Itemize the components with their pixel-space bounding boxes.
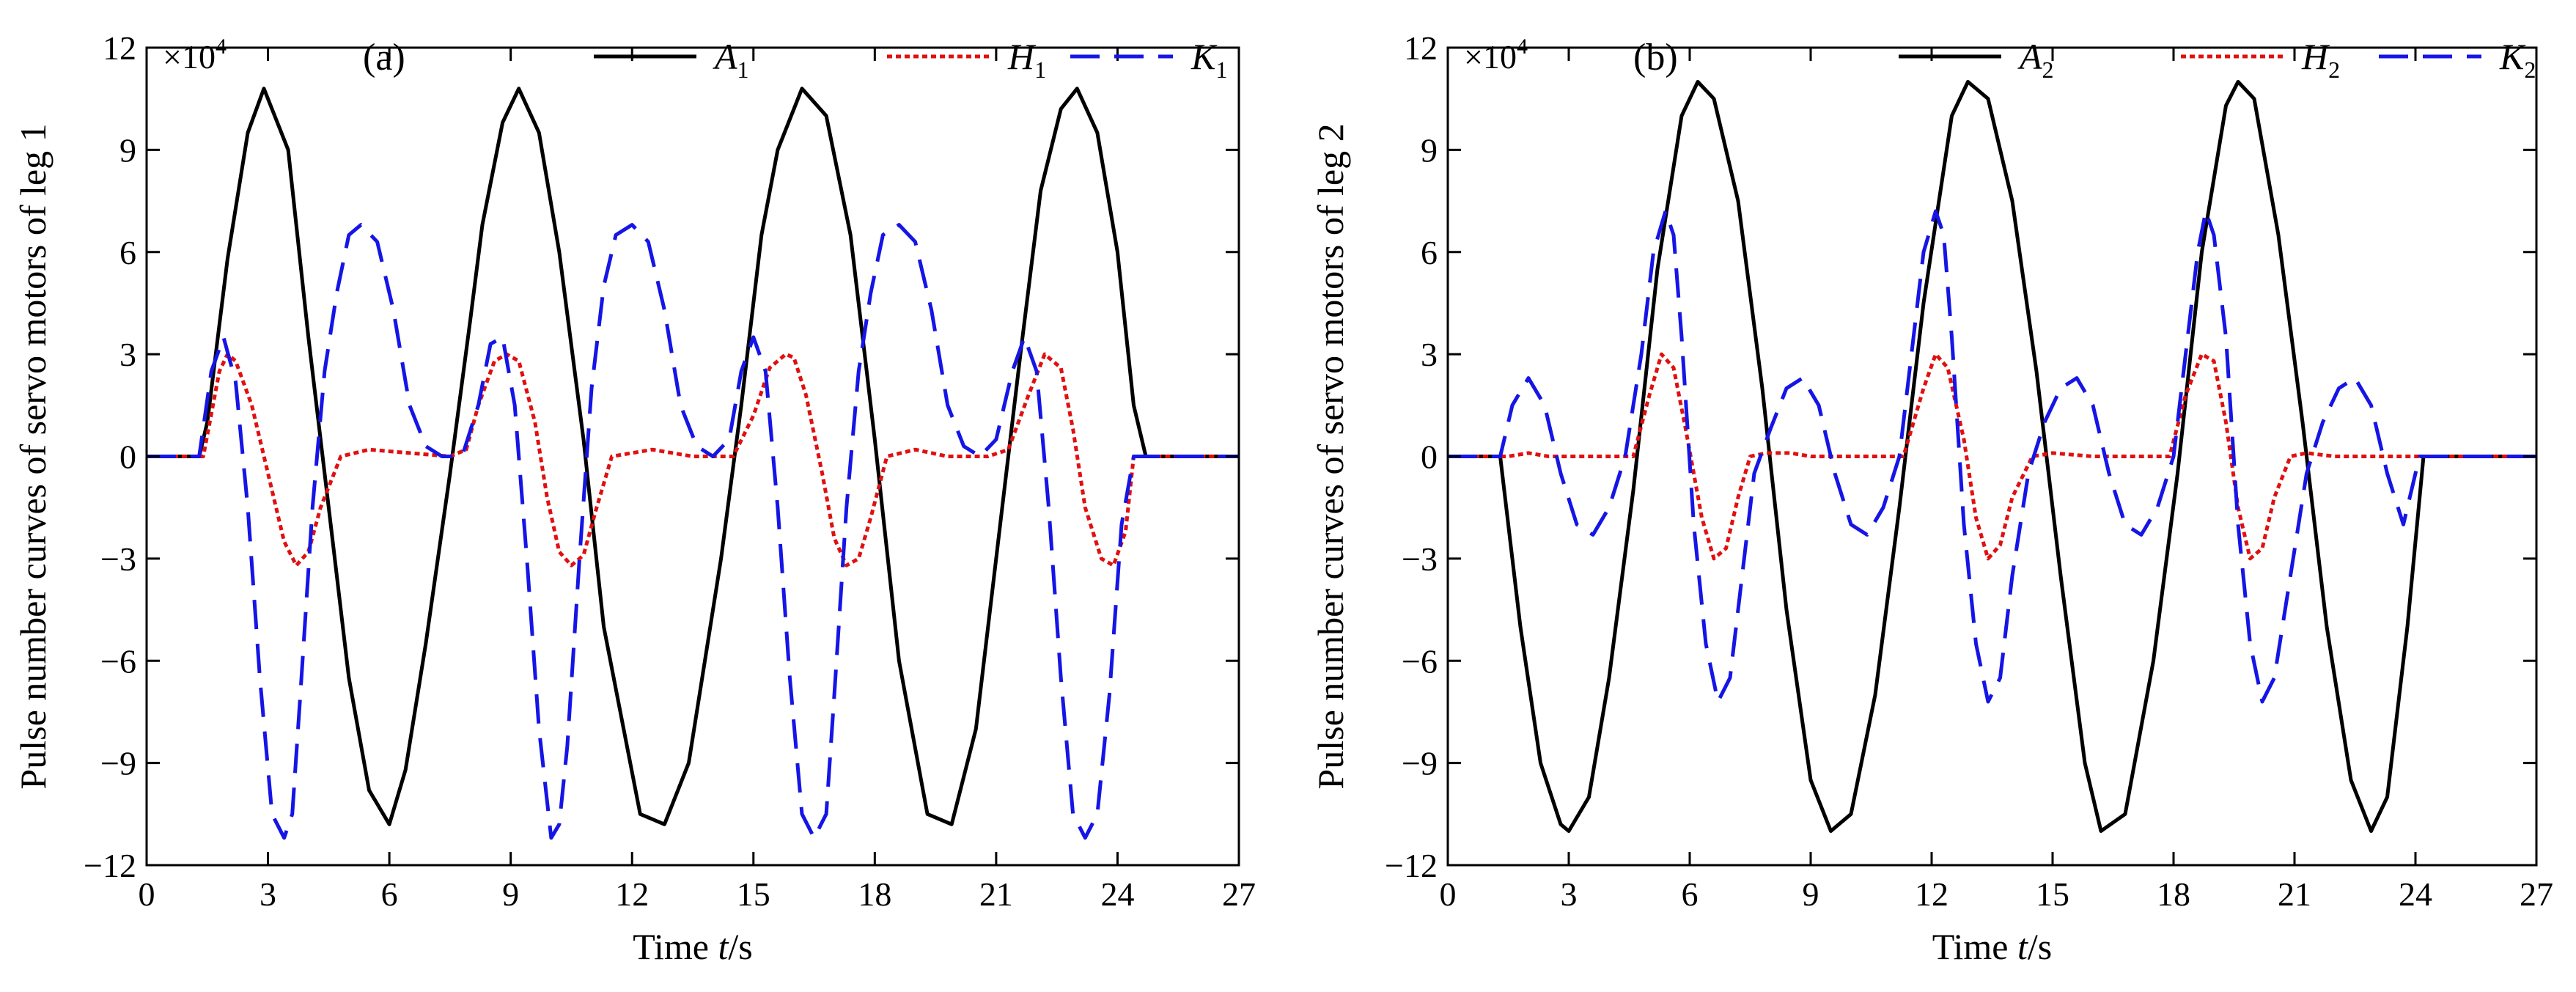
x-tick-label: 6 [1682, 875, 1699, 913]
series-line-a1 [147, 87, 1239, 826]
legend-label-h2: H2 [2301, 36, 2340, 83]
legend-label-h1: H1 [1007, 36, 1046, 83]
legend-label-k2: K2 [2499, 36, 2536, 83]
y-tick-label: −12 [84, 847, 136, 884]
x-tick-label: 24 [2399, 875, 2432, 913]
legend-label-a1: A1 [713, 36, 749, 83]
x-tick-label: 3 [1561, 875, 1578, 913]
y-tick-label: 0 [119, 438, 136, 476]
x-tick-label: 9 [1803, 875, 1819, 913]
x-tick-label: 12 [1915, 875, 1948, 913]
y-tick-label: 3 [1421, 336, 1438, 373]
x-tick-label: 18 [858, 875, 891, 913]
series-line-a2 [1448, 80, 2536, 833]
x-tick-label: 24 [1100, 875, 1134, 913]
series-line-h2 [1448, 352, 2536, 561]
x-tick-label: 27 [2520, 875, 2553, 913]
panel-label: (a) [363, 37, 405, 78]
x-tick-label: 3 [260, 875, 276, 913]
chart-panel-2: 0 3 6 9 12 15 18 21 24 27 −12 −9 −6 −3 0 3 6 9 12 ×104 (b) A2… [1310, 29, 2553, 967]
y-tick-label: −6 [100, 642, 136, 680]
x-tick-label: 15 [2036, 875, 2069, 913]
x-tick-label: 21 [2278, 875, 2311, 913]
y-axis-title: Pulse number curves of servo motors of l… [1310, 123, 1351, 789]
panel-label: (b) [1633, 37, 1678, 78]
y-axis-title: Pulse number curves of servo motors of l… [12, 123, 54, 789]
y-tick-label: 6 [119, 234, 136, 271]
scale-prefix: ×10 [1464, 38, 1517, 76]
x-tick-label: 6 [381, 875, 398, 913]
x-tick-label: 0 [139, 875, 155, 913]
y-scale-factor: ×104 [163, 34, 227, 76]
series-line-k2 [1448, 209, 2536, 704]
x-tick-label: 27 [1222, 875, 1256, 913]
legend-label-k1: K1 [1191, 36, 1227, 83]
x-tick-label: 12 [615, 875, 649, 913]
y-tick-label: 9 [1421, 131, 1438, 169]
scale-prefix: ×10 [163, 38, 216, 76]
series-line-k1 [147, 223, 1239, 840]
y-tick-label: 0 [1421, 438, 1438, 476]
x-tick-label: 9 [502, 875, 519, 913]
x-tick-label: 15 [737, 875, 770, 913]
y-tick-label: 9 [119, 131, 136, 169]
y-tick-label: −6 [1402, 642, 1438, 680]
x-axis-title: Time t/s [1932, 926, 2053, 967]
scale-exponent: 4 [1517, 34, 1528, 59]
x-tick-label: 0 [1440, 875, 1457, 913]
y-tick-label: −3 [1402, 540, 1438, 578]
y-scale-factor: ×104 [1464, 34, 1528, 76]
y-tick-label: 6 [1421, 234, 1438, 271]
y-tick-label: 12 [103, 29, 136, 67]
y-tick-label: −9 [100, 745, 136, 782]
y-tick-label: −12 [1385, 847, 1438, 884]
y-tick-label: 3 [119, 336, 136, 373]
y-tick-label: −9 [1402, 745, 1438, 782]
chart-panel-1: 0 3 6 9 12 15 18 21 24 27 −12 −9 −6 −3 0 3 6 9 12 ×104 (a) A1… [12, 29, 1256, 967]
x-tick-label: 21 [979, 875, 1013, 913]
y-tick-label: −3 [100, 540, 136, 578]
legend-label-a2: A2 [2017, 36, 2054, 83]
x-tick-label: 18 [2157, 875, 2190, 913]
scale-exponent: 4 [216, 34, 227, 59]
y-tick-label: 12 [1404, 29, 1438, 67]
x-axis-title: Time t/s [633, 926, 753, 967]
